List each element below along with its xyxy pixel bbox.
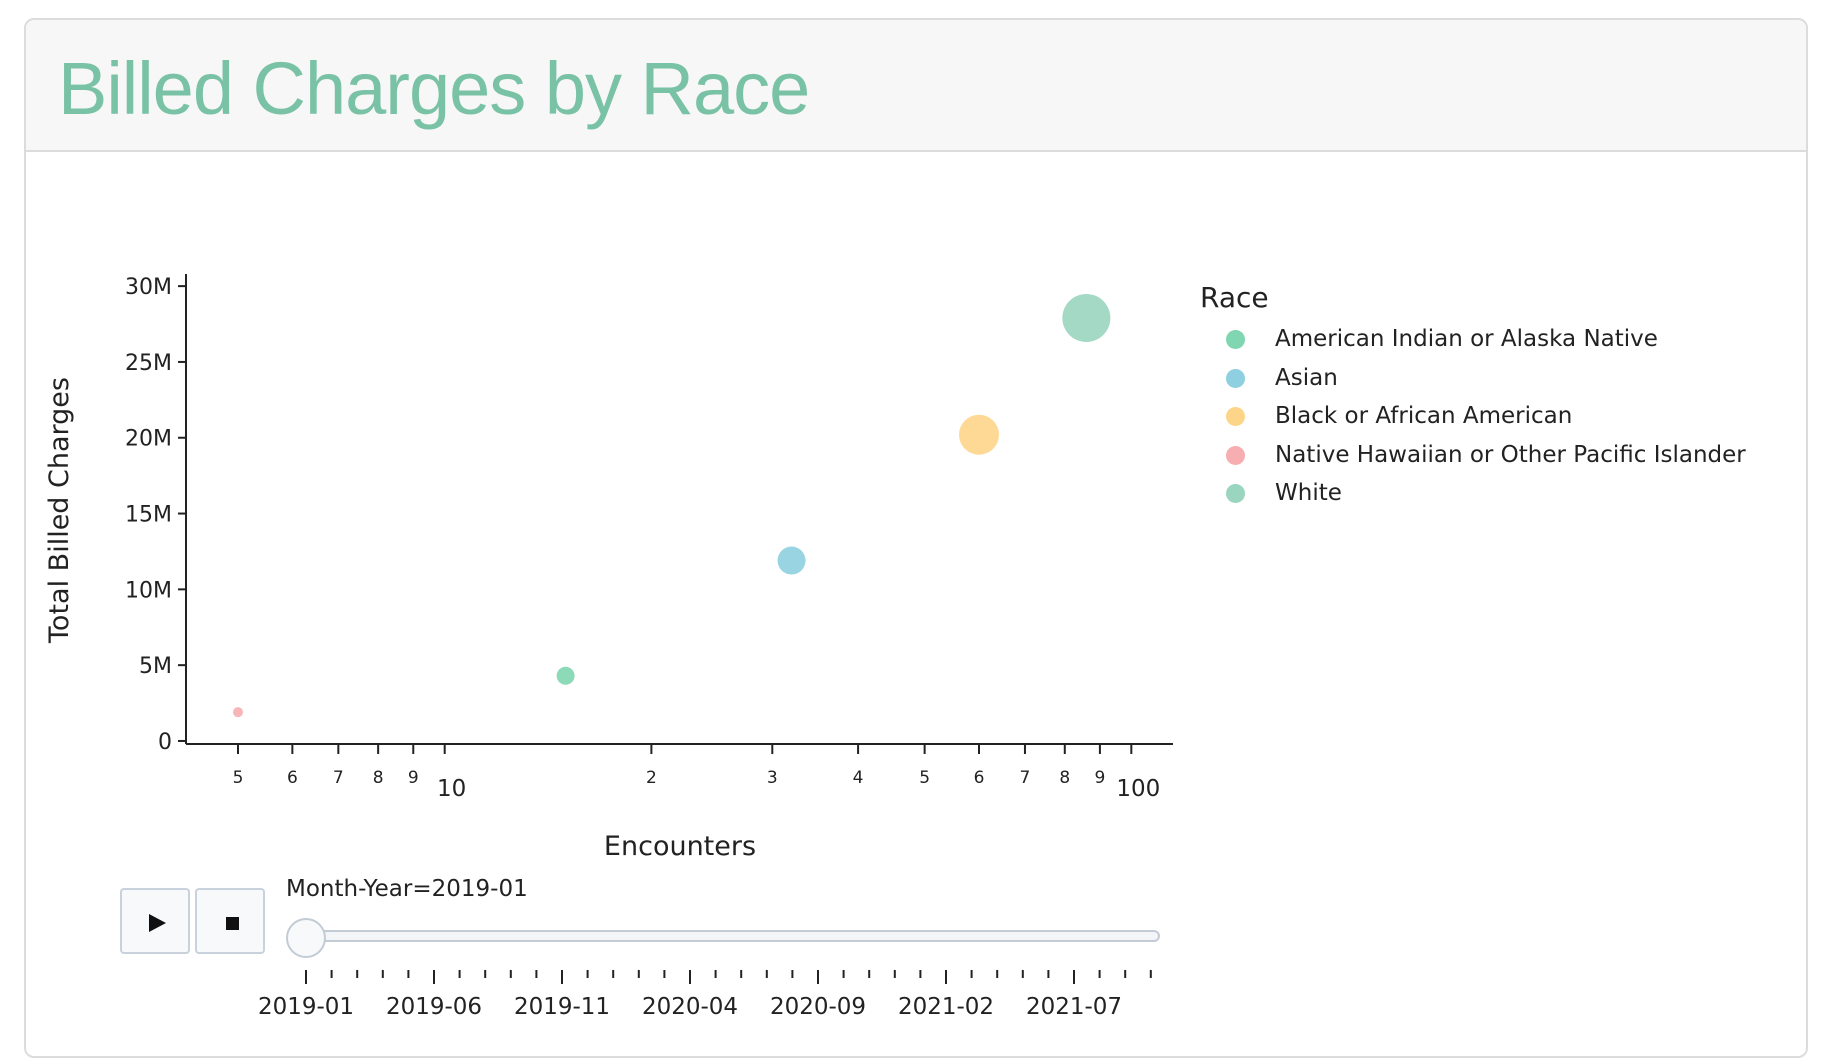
- x-axis-ticks: 5 6 7 8 9 10 2 3 4 5 6 7 8 9 100: [233, 744, 1160, 802]
- slider-ticks: 2019-01 2019-06 2019-11 2020-04 2020-09 2021-…: [258, 970, 1152, 1020]
- legend-item[interactable]: Native Hawaiian or Other Pacific Islande…: [1220, 438, 1746, 477]
- legend-item[interactable]: White: [1220, 476, 1746, 515]
- x-axis-title: Encounters: [604, 831, 756, 862]
- x-tick-label: 2: [646, 768, 657, 788]
- x-tick-label: 9: [1094, 768, 1105, 788]
- slider-handle[interactable]: [286, 918, 326, 958]
- x-tick-label: 100: [1116, 776, 1160, 802]
- legend-label: Native Hawaiian or Other Pacific Islande…: [1275, 441, 1746, 468]
- slider-tick-label: 2019-01: [258, 994, 354, 1020]
- y-tick-label: 20M: [125, 427, 172, 452]
- legend-marker-icon: [1226, 407, 1245, 426]
- x-tick-label: 4: [853, 768, 864, 788]
- y-tick-label: 0: [158, 730, 172, 755]
- legend: American Indian or Alaska Native Asian B…: [1220, 322, 1746, 515]
- legend-label: American Indian or Alaska Native: [1275, 326, 1658, 352]
- x-tick-label: 8: [373, 768, 384, 788]
- slider-tick-label: 2019-06: [386, 994, 482, 1020]
- page-title: Billed Charges by Race: [58, 47, 810, 130]
- x-tick-label: 6: [974, 768, 985, 788]
- data-points: [232, 293, 1111, 718]
- y-axis-title: Total Billed Charges: [44, 377, 75, 644]
- x-tick-label: 10: [437, 776, 466, 802]
- legend-item[interactable]: Black or African American: [1220, 399, 1746, 438]
- legend-marker-icon: [1226, 368, 1245, 388]
- legend-label: White: [1275, 480, 1342, 506]
- data-point: [232, 707, 243, 718]
- y-tick-label: 10M: [125, 578, 172, 603]
- legend-marker-icon: [1226, 445, 1245, 465]
- x-tick-label: 5: [233, 768, 244, 788]
- chart-card: Billed Charges by Race: [24, 18, 1808, 1058]
- legend-marker-icon: [1226, 484, 1245, 503]
- card-header: [26, 20, 1806, 152]
- data-point: [556, 666, 575, 685]
- slider-tick-label: 2021-07: [1026, 994, 1122, 1020]
- slider-track[interactable]: [304, 930, 1160, 942]
- legend-label: Black or African American: [1275, 403, 1573, 429]
- legend-label: Asian: [1275, 364, 1338, 391]
- x-tick-label: 9: [408, 768, 419, 788]
- x-tick-label: 3: [767, 768, 778, 788]
- x-tick-label: 5: [919, 768, 930, 788]
- x-tick-label: 6: [287, 768, 298, 788]
- legend-item[interactable]: American Indian or Alaska Native: [1220, 322, 1746, 361]
- stop-icon: [226, 917, 239, 930]
- data-point: [777, 546, 806, 575]
- data-point: [1062, 293, 1111, 342]
- slider-tick-label: 2019-11: [514, 994, 610, 1020]
- y-tick-label: 25M: [125, 351, 172, 376]
- legend-marker-icon: [1226, 330, 1245, 349]
- slider-current-value: Month-Year=2019-01: [286, 876, 528, 902]
- y-tick-label: 15M: [125, 503, 172, 528]
- slider-tick-label: 2021-02: [898, 994, 994, 1020]
- play-icon: [149, 914, 166, 932]
- slider-tick-label: 2020-04: [642, 994, 738, 1020]
- stop-button[interactable]: [195, 888, 265, 954]
- y-axis-ticks: 0 5M 10M 15M 20M 25M 30M: [125, 275, 186, 755]
- y-tick-label: 5M: [139, 654, 172, 679]
- legend-title: Race: [1200, 281, 1269, 314]
- data-point: [958, 414, 999, 455]
- x-tick-label: 7: [333, 768, 344, 788]
- legend-item[interactable]: Asian: [1220, 361, 1746, 400]
- x-tick-label: 7: [1020, 768, 1031, 788]
- play-button[interactable]: [120, 888, 190, 954]
- slider-tick-label: 2020-09: [770, 994, 866, 1020]
- y-tick-label: 30M: [125, 275, 172, 300]
- x-tick-label: 8: [1059, 768, 1070, 788]
